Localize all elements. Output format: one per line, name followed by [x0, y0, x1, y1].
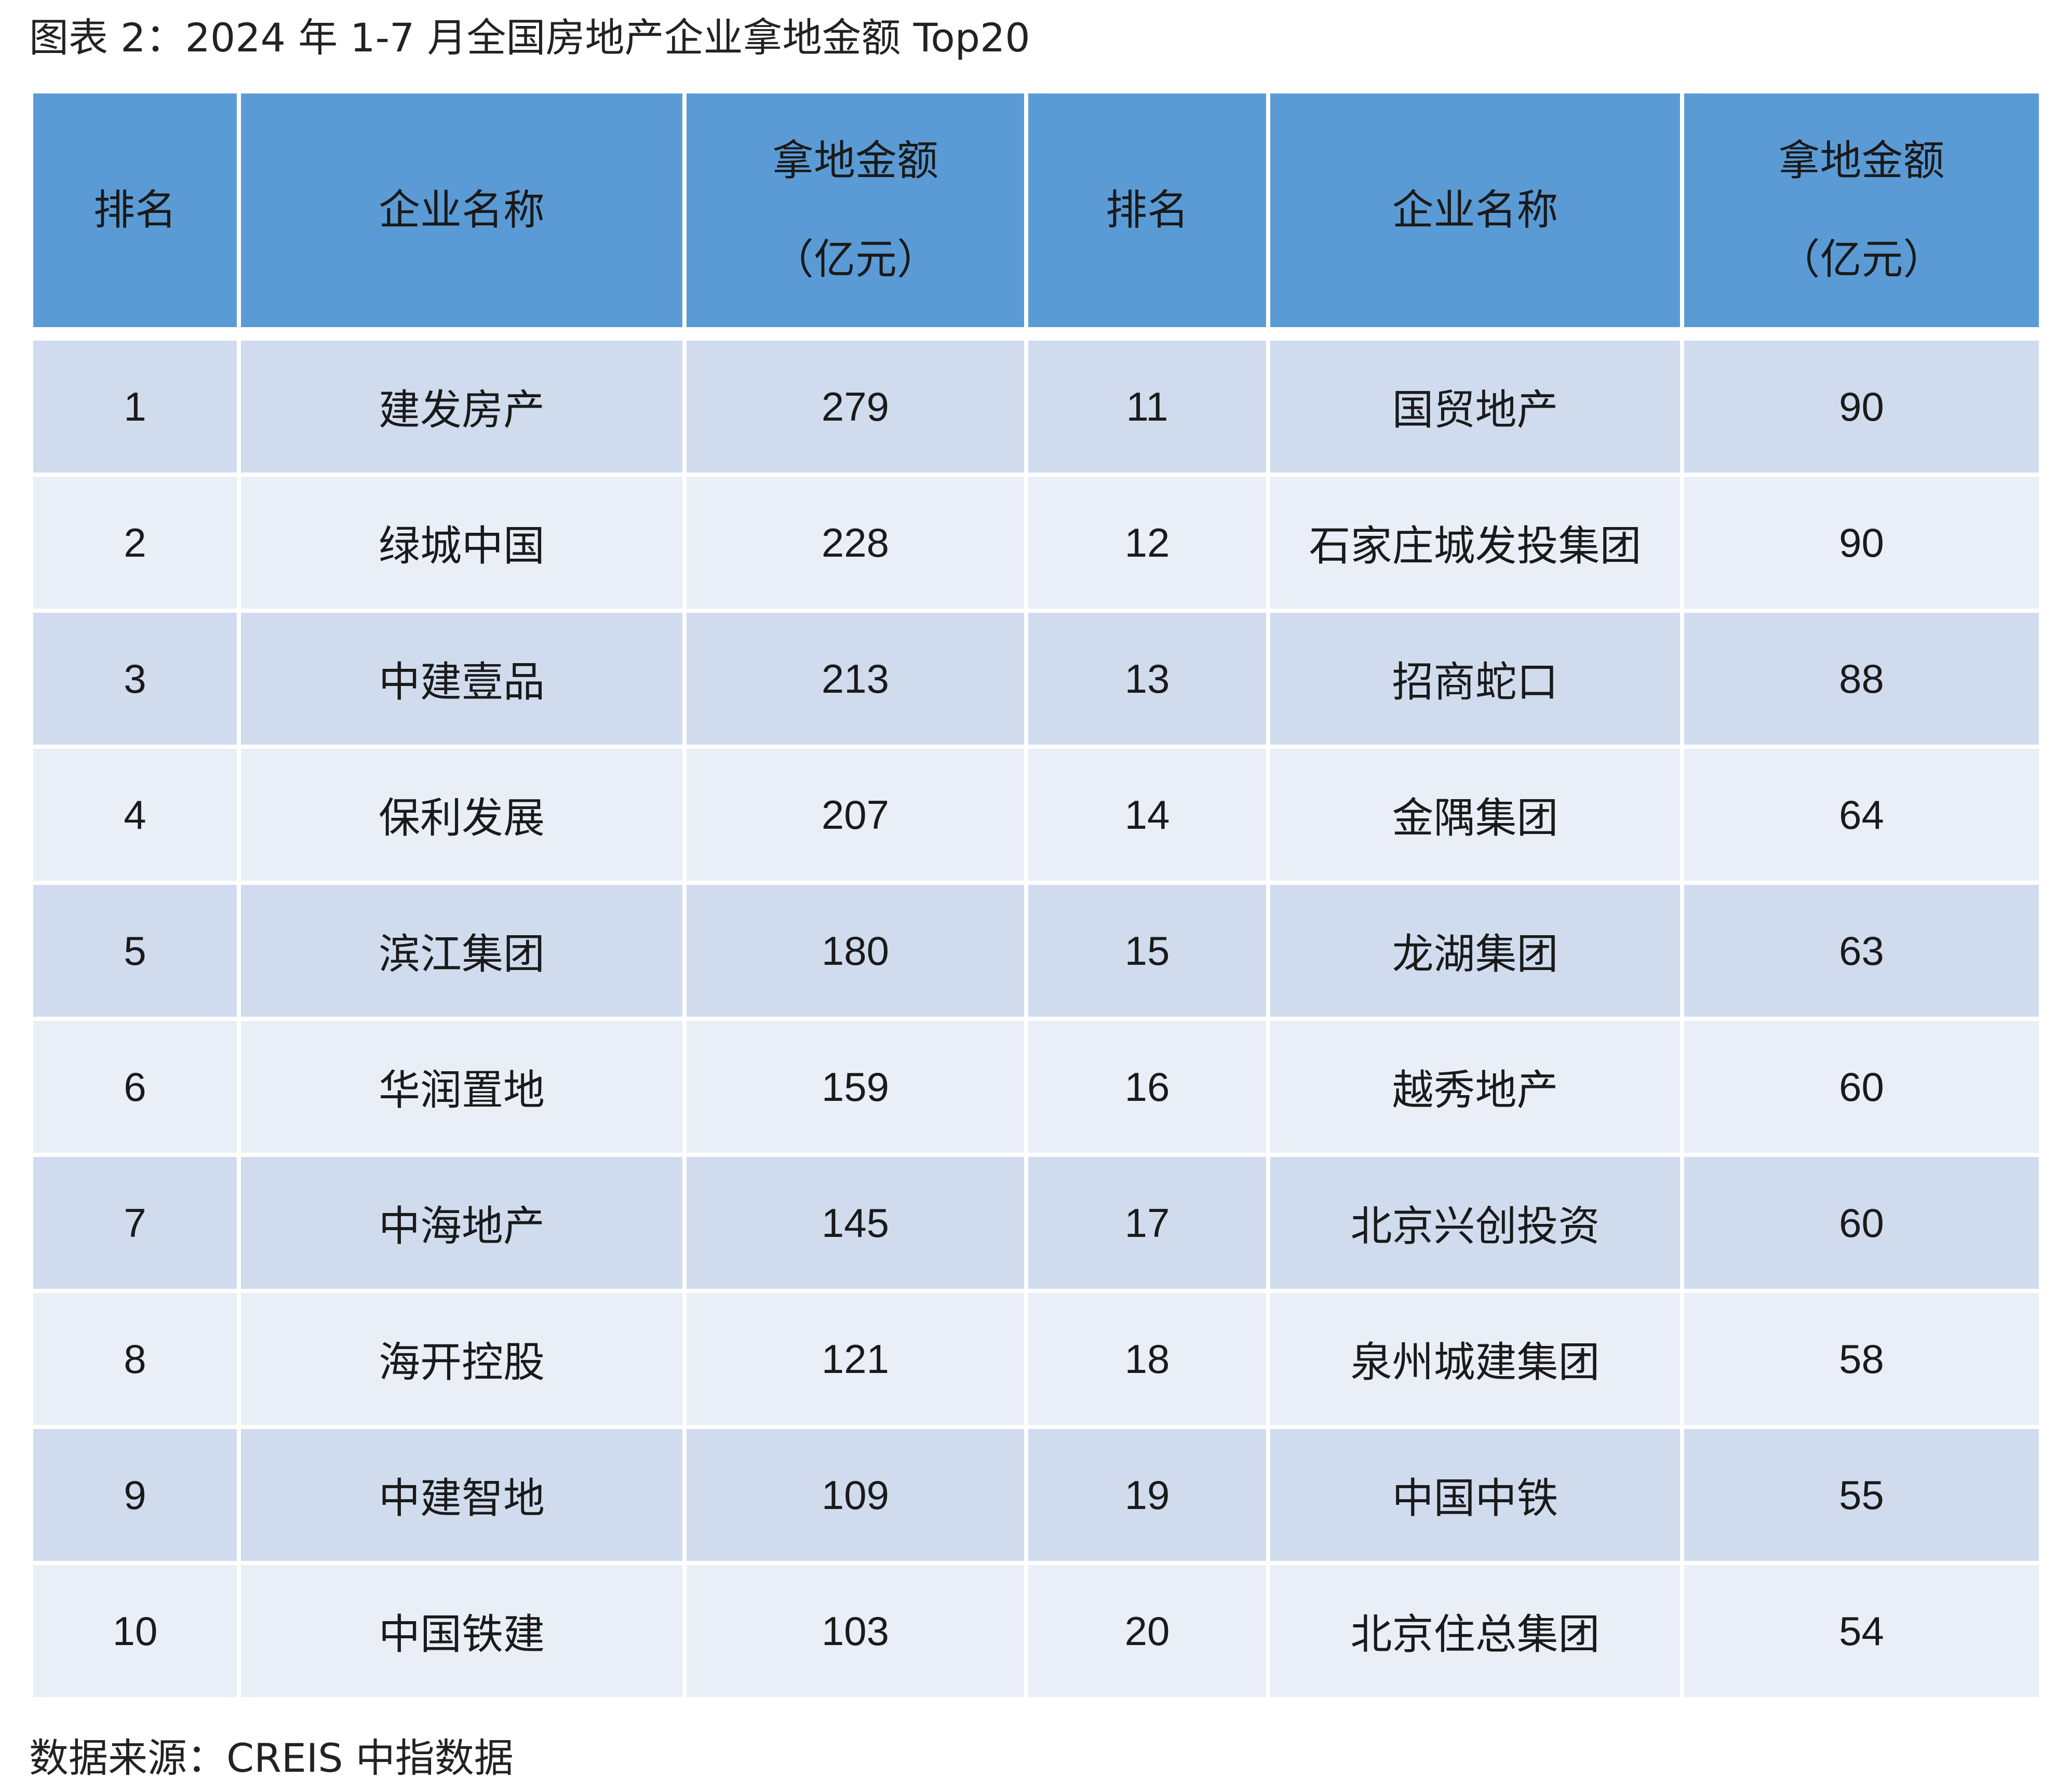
- rank-left-cell: 5: [29, 881, 241, 1021]
- company-right-cell: 北京兴创投资: [1266, 1153, 1684, 1293]
- amount-left-cell: 159: [682, 1017, 1028, 1157]
- amount-left-cell: 228: [682, 473, 1028, 613]
- rank-right-cell: 11: [1024, 332, 1270, 477]
- header-row: 排名 企业名称 拿地金额 （亿元） 排名 企业名称 拿地金额 （亿元）: [29, 89, 2043, 341]
- table-row: 6 华润置地 159 16 越秀地产 60: [29, 1017, 2043, 1157]
- company-left-cell: 海开控股: [237, 1289, 687, 1429]
- table-row: 10 中国铁建 103 20 北京住总集团 54: [29, 1561, 2043, 1701]
- amount-left-cell: 180: [682, 881, 1028, 1021]
- table-row: 4 保利发展 207 14 金隅集团 64: [29, 745, 2043, 885]
- header-amount-left: 拿地金额 （亿元）: [682, 89, 1028, 341]
- rank-left-cell: 1: [29, 332, 241, 477]
- amount-left-cell: 213: [682, 609, 1028, 749]
- amount-left-cell: 279: [682, 332, 1028, 477]
- rank-right-cell: 17: [1024, 1153, 1270, 1293]
- amount-right-cell: 88: [1680, 609, 2043, 749]
- rank-left-cell: 9: [29, 1425, 241, 1565]
- company-left-cell: 绿城中国: [237, 473, 687, 613]
- header-rank-right: 排名: [1024, 89, 1270, 341]
- table-row: 1 建发房产 279 11 国贸地产 90: [29, 332, 2043, 477]
- table-header: 排名 企业名称 拿地金额 （亿元） 排名 企业名称 拿地金额 （亿元）: [29, 89, 2043, 341]
- table-row: 8 海开控股 121 18 泉州城建集团 58: [29, 1289, 2043, 1429]
- amount-left-cell: 145: [682, 1153, 1028, 1293]
- rank-right-cell: 16: [1024, 1017, 1270, 1157]
- rank-right-cell: 19: [1024, 1425, 1270, 1565]
- amount-right-cell: 90: [1680, 332, 2043, 477]
- amount-right-cell: 55: [1680, 1425, 2043, 1565]
- company-right-cell: 越秀地产: [1266, 1017, 1684, 1157]
- header-company-right: 企业名称: [1266, 89, 1684, 341]
- rank-left-cell: 3: [29, 609, 241, 749]
- company-right-cell: 龙湖集团: [1266, 881, 1684, 1021]
- company-left-cell: 建发房产: [237, 332, 687, 477]
- land-acquisition-table: 排名 企业名称 拿地金额 （亿元） 排名 企业名称 拿地金额 （亿元） 1 建发房…: [29, 89, 2043, 1701]
- amount-right-cell: 64: [1680, 745, 2043, 885]
- table-row: 2 绿城中国 228 12 石家庄城发投集团 90: [29, 473, 2043, 613]
- company-right-cell: 金隅集团: [1266, 745, 1684, 885]
- company-right-cell: 中国中铁: [1266, 1425, 1684, 1565]
- company-right-cell: 泉州城建集团: [1266, 1289, 1684, 1429]
- rank-right-cell: 14: [1024, 745, 1270, 885]
- amount-left-cell: 207: [682, 745, 1028, 885]
- amount-left-cell: 121: [682, 1289, 1028, 1429]
- table-row: 5 滨江集团 180 15 龙湖集团 63: [29, 881, 2043, 1021]
- company-left-cell: 中国铁建: [237, 1561, 687, 1701]
- amount-left-cell: 109: [682, 1425, 1028, 1565]
- amount-right-cell: 63: [1680, 881, 2043, 1021]
- rank-right-cell: 15: [1024, 881, 1270, 1021]
- rank-right-cell: 12: [1024, 473, 1270, 613]
- rank-left-cell: 10: [29, 1561, 241, 1701]
- rank-left-cell: 6: [29, 1017, 241, 1157]
- company-left-cell: 滨江集团: [237, 881, 687, 1021]
- company-right-cell: 国贸地产: [1266, 332, 1684, 477]
- header-company-left: 企业名称: [237, 89, 687, 341]
- header-amount-right-line2: （亿元）: [1778, 235, 1945, 284]
- rank-left-cell: 2: [29, 473, 241, 613]
- header-amount-left-line1: 拿地金额: [772, 137, 938, 185]
- rank-left-cell: 4: [29, 745, 241, 885]
- amount-right-cell: 60: [1680, 1153, 2043, 1293]
- company-left-cell: 中建智地: [237, 1425, 687, 1565]
- company-left-cell: 中海地产: [237, 1153, 687, 1293]
- rank-left-cell: 8: [29, 1289, 241, 1429]
- table-row: 3 中建壹品 213 13 招商蛇口 88: [29, 609, 2043, 749]
- company-right-cell: 北京住总集团: [1266, 1561, 1684, 1701]
- header-rank-left: 排名: [29, 89, 241, 341]
- company-right-cell: 石家庄城发投集团: [1266, 473, 1684, 613]
- header-amount-right: 拿地金额 （亿元）: [1680, 89, 2043, 341]
- rank-left-cell: 7: [29, 1153, 241, 1293]
- data-source-note: 数据来源：CREIS 中指数据: [29, 1735, 514, 1781]
- figure-caption: 图表 2：2024 年 1-7 月全国房地产企业拿地金额 Top20: [29, 15, 1030, 61]
- rank-right-cell: 18: [1024, 1289, 1270, 1429]
- table-row: 7 中海地产 145 17 北京兴创投资 60: [29, 1153, 2043, 1293]
- amount-right-cell: 90: [1680, 473, 2043, 613]
- land-acquisition-table-container: 排名 企业名称 拿地金额 （亿元） 排名 企业名称 拿地金额 （亿元） 1 建发房…: [29, 89, 2043, 1701]
- amount-right-cell: 58: [1680, 1289, 2043, 1429]
- company-left-cell: 华润置地: [237, 1017, 687, 1157]
- header-amount-right-line1: 拿地金额: [1778, 137, 1945, 185]
- rank-right-cell: 13: [1024, 609, 1270, 749]
- table-body: 1 建发房产 279 11 国贸地产 90 2 绿城中国 228 12 石家庄城发投集团 90 3 中建壹…: [29, 332, 2043, 1701]
- rank-right-cell: 20: [1024, 1561, 1270, 1701]
- company-left-cell: 中建壹品: [237, 609, 687, 749]
- company-right-cell: 招商蛇口: [1266, 609, 1684, 749]
- header-amount-left-line2: （亿元）: [772, 235, 938, 284]
- table-row: 9 中建智地 109 19 中国中铁 55: [29, 1425, 2043, 1565]
- amount-left-cell: 103: [682, 1561, 1028, 1701]
- company-left-cell: 保利发展: [237, 745, 687, 885]
- amount-right-cell: 54: [1680, 1561, 2043, 1701]
- amount-right-cell: 60: [1680, 1017, 2043, 1157]
